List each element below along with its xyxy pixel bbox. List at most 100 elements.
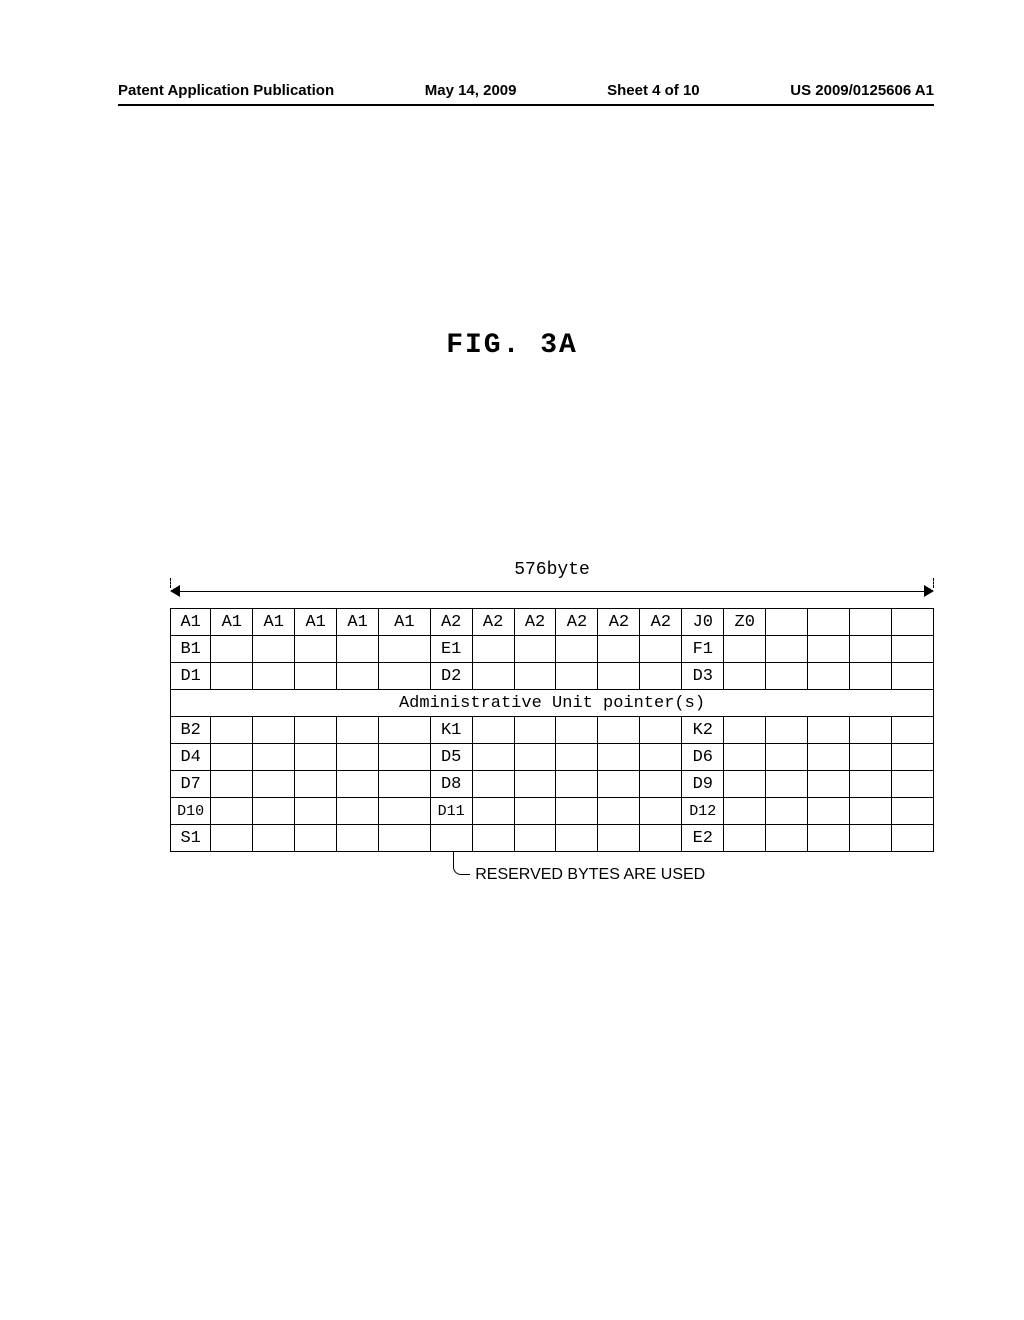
table-row: A1A1A1A1A1A1A2A2A2A2A2A2J0Z0 bbox=[171, 609, 934, 636]
table-cell bbox=[598, 798, 640, 825]
table-cell bbox=[598, 636, 640, 663]
table-cell bbox=[766, 663, 808, 690]
table-cell bbox=[724, 744, 766, 771]
table-cell: D2 bbox=[430, 663, 472, 690]
table-cell bbox=[514, 663, 556, 690]
table-cell bbox=[295, 636, 337, 663]
table-cell bbox=[850, 636, 892, 663]
byte-width-label: 576byte bbox=[170, 560, 934, 580]
table-cell: B1 bbox=[171, 636, 211, 663]
table-cell bbox=[430, 825, 472, 852]
table-cell bbox=[337, 798, 379, 825]
table-cell bbox=[472, 663, 514, 690]
pub-number: US 2009/0125606 A1 bbox=[790, 82, 934, 99]
table-cell: J0 bbox=[682, 609, 724, 636]
table-row: D1D2D3 bbox=[171, 663, 934, 690]
pub-date: May 14, 2009 bbox=[425, 82, 517, 99]
table-cell bbox=[337, 825, 379, 852]
header-rule bbox=[118, 104, 934, 106]
table-cell bbox=[850, 609, 892, 636]
table-cell bbox=[556, 825, 598, 852]
table-cell bbox=[514, 744, 556, 771]
table-cell bbox=[556, 636, 598, 663]
table-cell bbox=[724, 798, 766, 825]
table-cell bbox=[379, 717, 431, 744]
table-cell bbox=[891, 744, 933, 771]
table-cell: K2 bbox=[682, 717, 724, 744]
table-cell: F1 bbox=[682, 636, 724, 663]
table-cell bbox=[640, 717, 682, 744]
table-cell bbox=[556, 771, 598, 798]
table-cell bbox=[891, 798, 933, 825]
table-row: S1E2 bbox=[171, 825, 934, 852]
page-header: Patent Application Publication May 14, 2… bbox=[118, 82, 934, 99]
table-cell bbox=[766, 636, 808, 663]
table-cell bbox=[253, 825, 295, 852]
table-cell bbox=[850, 744, 892, 771]
table-cell bbox=[808, 744, 850, 771]
table-cell bbox=[640, 798, 682, 825]
table-cell bbox=[514, 798, 556, 825]
table-cell bbox=[337, 717, 379, 744]
table-cell bbox=[253, 636, 295, 663]
table-cell bbox=[850, 663, 892, 690]
table-cell bbox=[766, 825, 808, 852]
table-cell bbox=[891, 825, 933, 852]
table-cell bbox=[891, 717, 933, 744]
table-cell: B2 bbox=[171, 717, 211, 744]
table-cell bbox=[472, 717, 514, 744]
callout-text: RESERVED BYTES ARE USED bbox=[475, 866, 705, 884]
table-cell bbox=[766, 717, 808, 744]
table-cell bbox=[253, 771, 295, 798]
table-cell: E1 bbox=[430, 636, 472, 663]
table-cell: D11 bbox=[430, 798, 472, 825]
table-cell bbox=[724, 771, 766, 798]
table-cell bbox=[724, 636, 766, 663]
table-cell: D9 bbox=[682, 771, 724, 798]
table-cell bbox=[724, 717, 766, 744]
table-cell bbox=[598, 717, 640, 744]
admin-pointer-label: Administrative Unit pointer(s) bbox=[171, 690, 934, 717]
pub-type: Patent Application Publication bbox=[118, 82, 334, 99]
table-cell bbox=[295, 825, 337, 852]
admin-pointer-row: Administrative Unit pointer(s) bbox=[171, 690, 934, 717]
table-cell: D5 bbox=[430, 744, 472, 771]
table-cell bbox=[472, 798, 514, 825]
table-cell bbox=[598, 663, 640, 690]
table-cell bbox=[472, 825, 514, 852]
table-cell bbox=[379, 825, 431, 852]
table-cell bbox=[724, 663, 766, 690]
table-cell bbox=[808, 798, 850, 825]
table-cell: D4 bbox=[171, 744, 211, 771]
table-cell bbox=[598, 771, 640, 798]
sheet-number: Sheet 4 of 10 bbox=[607, 82, 700, 99]
table-cell bbox=[640, 771, 682, 798]
table-cell bbox=[724, 825, 766, 852]
table-cell bbox=[295, 798, 337, 825]
table-cell: D6 bbox=[682, 744, 724, 771]
table-row: B1 E1 F1 bbox=[171, 636, 934, 663]
table-cell bbox=[379, 744, 431, 771]
table-cell: D12 bbox=[682, 798, 724, 825]
table-cell bbox=[295, 717, 337, 744]
table-cell bbox=[514, 717, 556, 744]
table-cell bbox=[379, 663, 431, 690]
table-cell bbox=[211, 798, 253, 825]
table-cell bbox=[379, 636, 431, 663]
table-cell bbox=[808, 663, 850, 690]
table-cell bbox=[253, 663, 295, 690]
table-cell: A1 bbox=[211, 609, 253, 636]
table-cell bbox=[211, 771, 253, 798]
table-cell bbox=[640, 825, 682, 852]
table-cell bbox=[211, 636, 253, 663]
table-row: D7D8D9 bbox=[171, 771, 934, 798]
width-arrow bbox=[170, 582, 934, 602]
table-cell bbox=[556, 798, 598, 825]
table-cell bbox=[295, 744, 337, 771]
table-cell: D7 bbox=[171, 771, 211, 798]
table-cell bbox=[556, 744, 598, 771]
table-cell bbox=[766, 771, 808, 798]
table-cell bbox=[891, 609, 933, 636]
table-cell bbox=[850, 825, 892, 852]
table-cell bbox=[640, 636, 682, 663]
